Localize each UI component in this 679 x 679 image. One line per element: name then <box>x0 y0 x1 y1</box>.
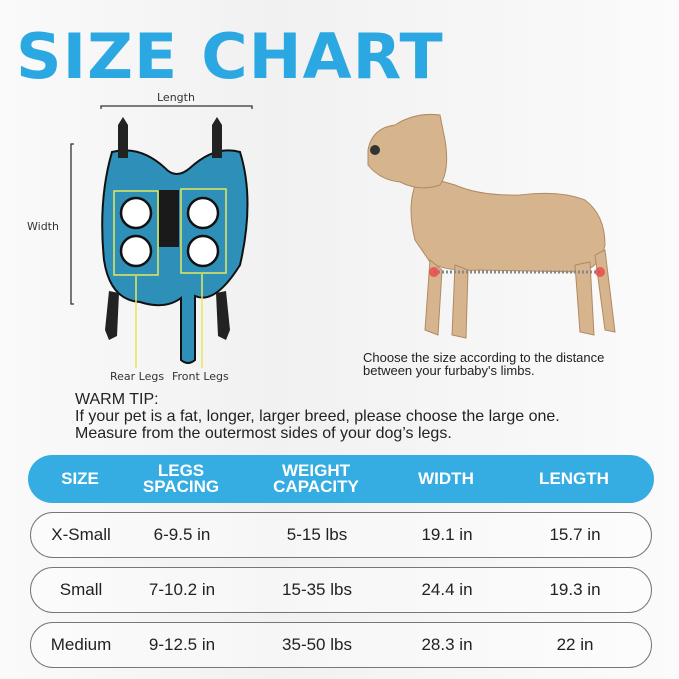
width-label: Width <box>27 220 59 233</box>
table-row: Small 7-10.2 in 15-35 lbs 24.4 in 19.3 i… <box>30 567 652 613</box>
cell-size: Medium <box>50 635 112 654</box>
dog-photo <box>367 114 616 339</box>
page-title: SIZE CHART <box>16 20 444 93</box>
warm-tip-line: Measure from the outermost sides of your… <box>75 425 452 442</box>
cell-width: 24.4 in <box>421 580 473 599</box>
cell-width: 28.3 in <box>421 635 473 654</box>
warm-tip-heading: WARM TIP: <box>75 391 159 408</box>
rear-legs-label: Rear Legs <box>110 370 165 383</box>
cell-legs-spacing: 7-10.2 in <box>148 580 216 599</box>
header-legs-spacing: LEGS SPACING <box>142 461 220 496</box>
cell-size: X-Small <box>51 525 111 544</box>
table-header: SIZE LEGS SPACING WEIGHT CAPACITY WIDTH LE… <box>28 455 654 503</box>
cell-width: 19.1 in <box>421 525 473 544</box>
caption-line: between your furbaby's limbs. <box>363 363 535 378</box>
cell-size: Small <box>59 580 103 599</box>
caption: Choose the size according to the distanc… <box>363 351 604 377</box>
header-width: WIDTH <box>418 469 474 488</box>
table-row: Medium 9-12.5 in 35-50 lbs 28.3 in 22 in <box>30 622 652 668</box>
caption-line: Choose the size according to the distanc… <box>363 350 605 365</box>
harness-diagram <box>70 105 253 368</box>
warm-tip: WARM TIP: If your pet is a fat, longer, … <box>75 391 560 442</box>
header-length: LENGTH <box>539 469 609 488</box>
cell-length: 15.7 in <box>549 525 601 544</box>
table-row: X-Small 6-9.5 in 5-15 lbs 19.1 in 15.7 i… <box>30 512 652 558</box>
cell-legs-spacing: 9-12.5 in <box>148 635 216 654</box>
cell-length: 22 in <box>556 635 594 654</box>
cell-weight: 15-35 lbs <box>282 580 352 599</box>
cell-weight: 35-50 lbs <box>282 635 352 654</box>
front-legs-label: Front Legs <box>172 370 229 383</box>
cell-legs-spacing: 6-9.5 in <box>153 525 211 544</box>
warm-tip-line: If your pet is a fat, longer, larger bre… <box>75 408 560 425</box>
length-label: Length <box>157 91 195 104</box>
header-size: SIZE <box>61 469 99 488</box>
cell-length: 19.3 in <box>549 580 601 599</box>
cell-weight: 5-15 lbs <box>286 525 348 544</box>
header-weight-capacity: WEIGHT CAPACITY <box>273 461 359 496</box>
